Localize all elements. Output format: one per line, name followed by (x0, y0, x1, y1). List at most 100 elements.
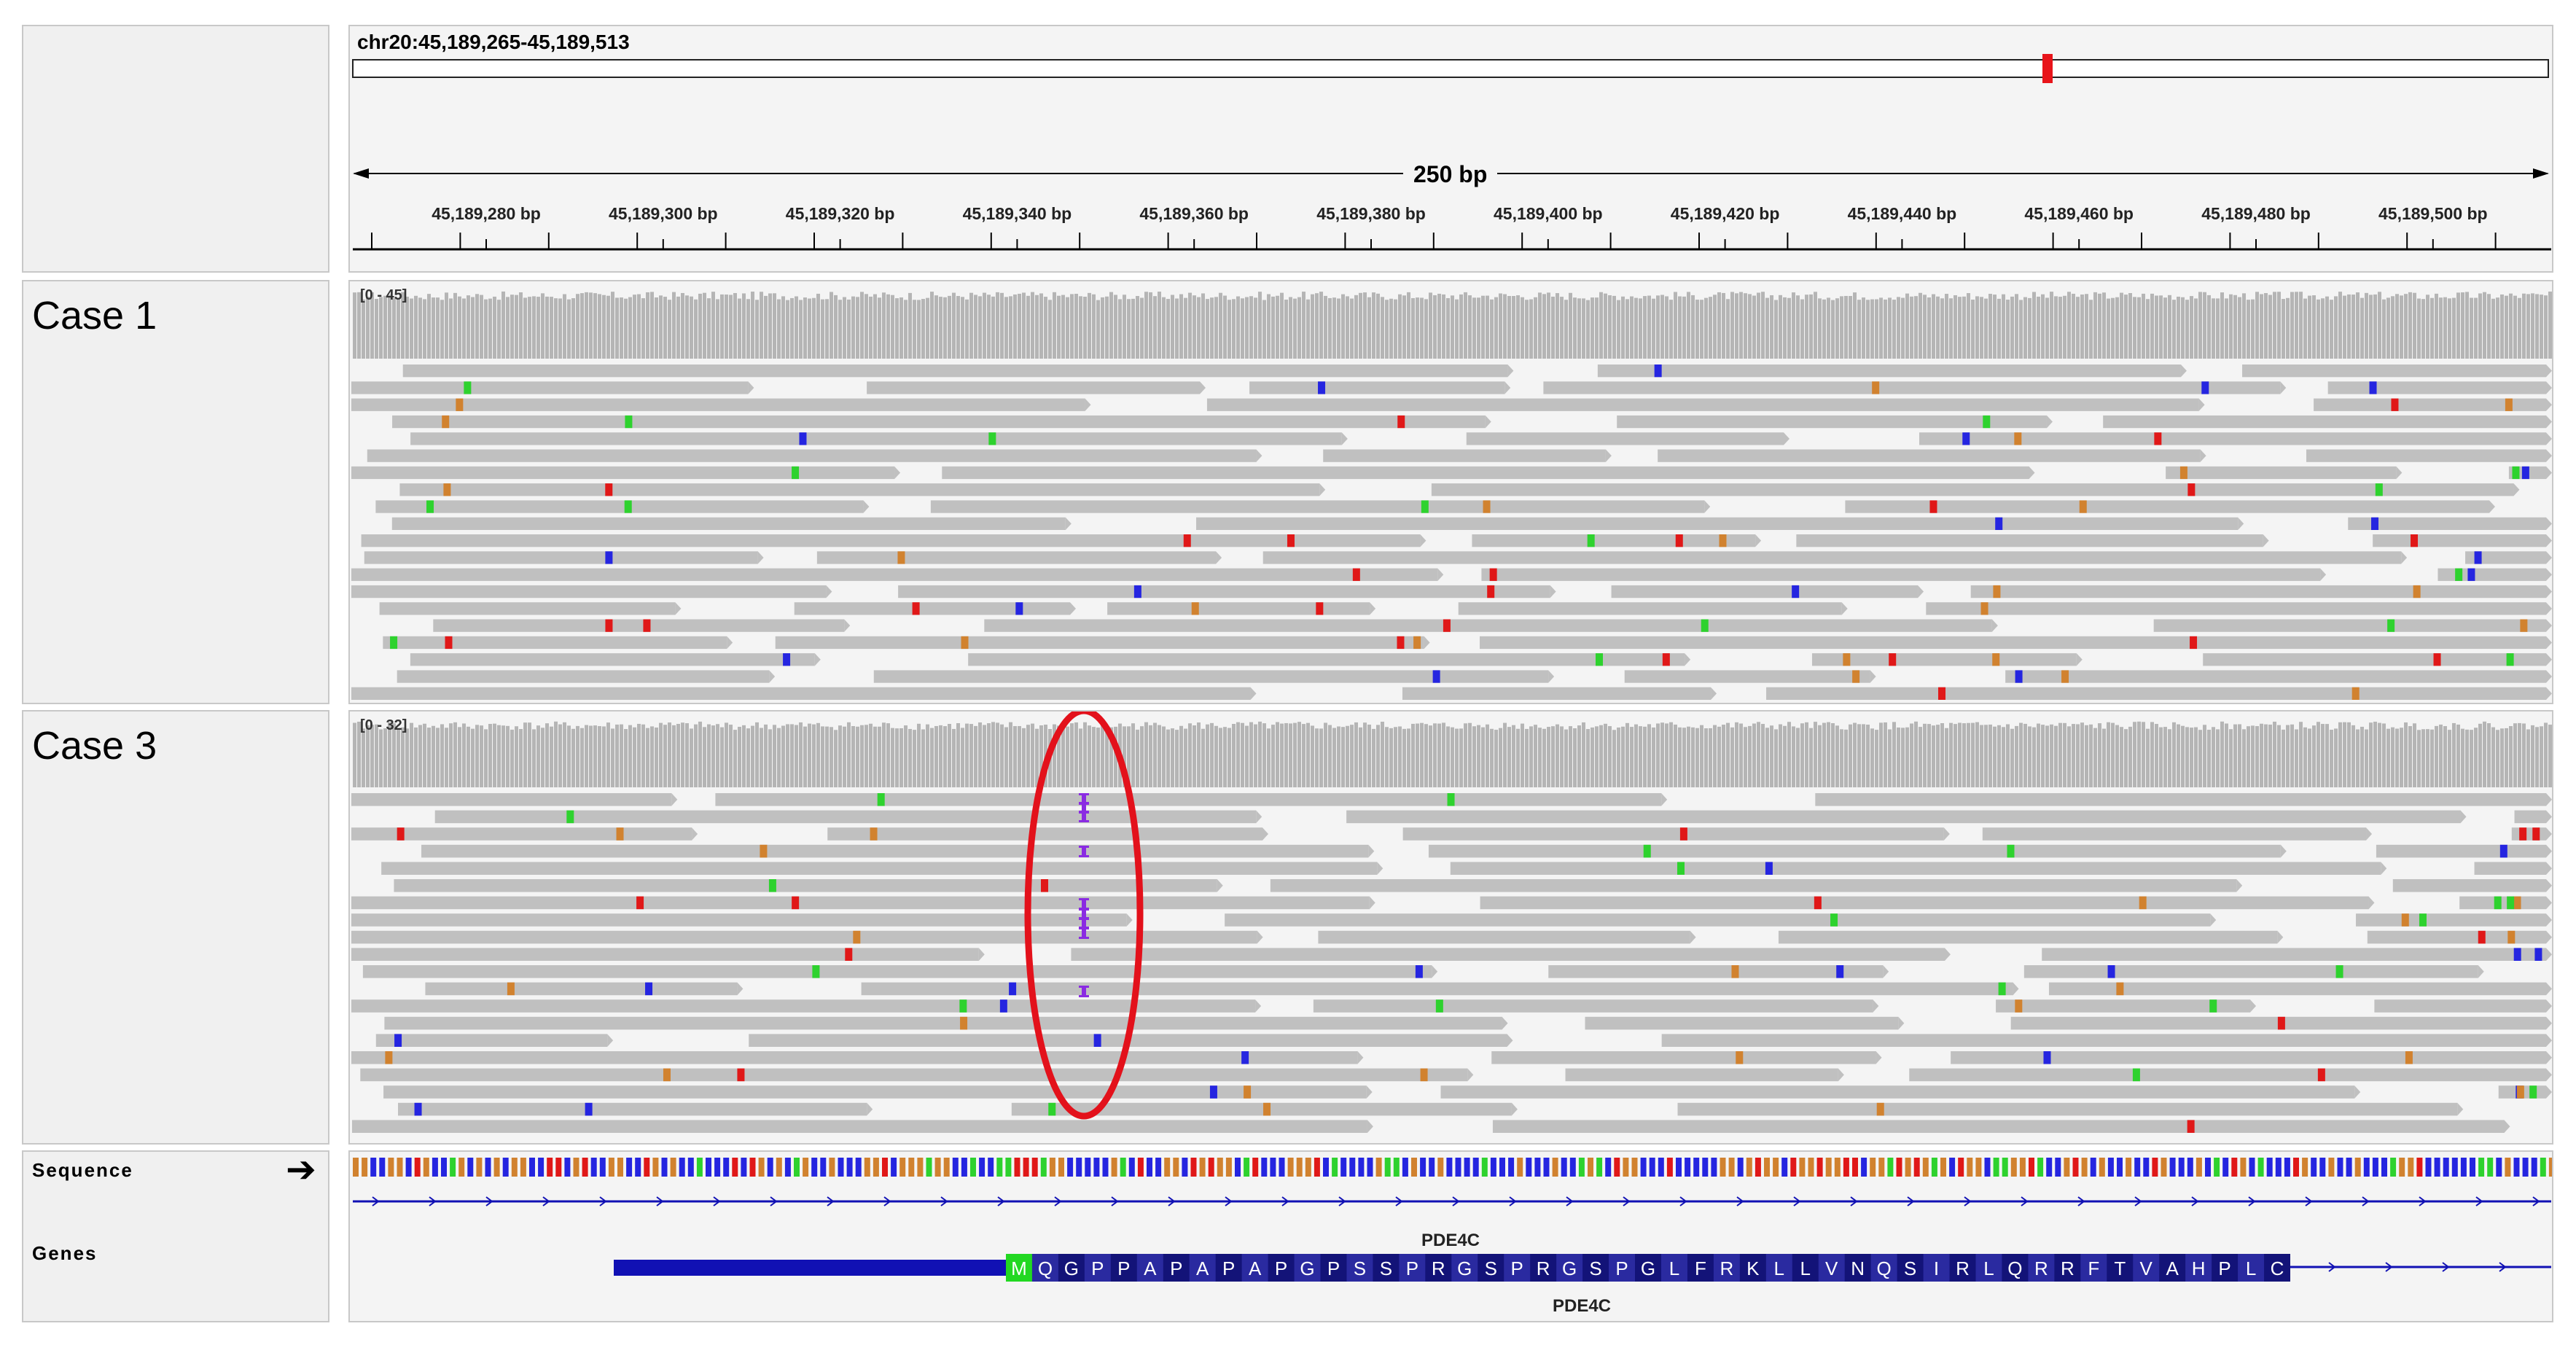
coverage-bar (729, 295, 733, 359)
annotation-name-panel[interactable]: Sequence ➔ Genes (22, 1150, 329, 1322)
coverage-bar (1289, 723, 1292, 787)
read-direction-tip (2546, 930, 2552, 944)
base-mismatch (2015, 999, 2023, 1013)
coverage-bar (799, 300, 803, 359)
coverage-bar (1875, 730, 1878, 787)
codon-shade (2028, 1254, 2055, 1282)
sequence-base (979, 1158, 985, 1177)
sequence-base (2470, 1158, 2475, 1177)
coverage-bar (2063, 722, 2066, 787)
coverage-bar (1534, 297, 1537, 359)
amino-acid: A (1196, 1258, 1209, 1279)
read-direction-tip (2368, 896, 2375, 910)
sequence-base (1702, 1158, 1709, 1177)
coverage-bar (1083, 722, 1087, 787)
coverage-bar (1127, 726, 1131, 787)
sequence-base (2266, 1158, 2273, 1177)
ruler-panel[interactable]: chr20:45,189,265-45,189,513 250 bp 45,18… (348, 25, 2553, 273)
sequence-base (1922, 1158, 1929, 1177)
aligned-read (1811, 653, 2077, 666)
read-direction-tip (1200, 381, 1206, 394)
aligned-read (1661, 1034, 2546, 1047)
coverage-bar (1083, 297, 1087, 359)
coverage-bar (2413, 292, 2416, 359)
coverage-bar (615, 724, 619, 787)
aligned-read (2306, 449, 2546, 462)
coverage-bar (2111, 297, 2115, 359)
sequence-base (829, 1158, 835, 1177)
alignment-track-case3[interactable]: [0 - 32] (348, 710, 2553, 1145)
read-direction-tip (2546, 793, 2552, 806)
amino-acid: F (2088, 1258, 2099, 1279)
coverage-bar (1424, 299, 1428, 359)
coverage-bar (585, 725, 588, 787)
coverage-bar (2216, 298, 2220, 359)
read-direction-tip (2210, 913, 2217, 927)
coverage-bar (1297, 722, 1301, 787)
coverage-bar (2513, 295, 2517, 359)
coverage-bar (1888, 729, 1892, 787)
read-direction-tip (2236, 879, 2243, 892)
ruler-tick-label: 45,189,360 bp (1139, 204, 1249, 223)
coverage-bar (1560, 726, 1564, 787)
read-direction-tip (675, 602, 682, 615)
coverage-bar (1429, 292, 1432, 359)
coverage-bar (1814, 722, 1817, 787)
coverage-bar (1179, 725, 1183, 787)
coverage-bar (1849, 296, 1852, 359)
base-mismatch (959, 999, 967, 1013)
alignment-track-case1[interactable]: [0 - 45] (348, 280, 2553, 704)
base-mismatch (2512, 466, 2520, 480)
coverage-bar (1131, 723, 1135, 787)
coverage-bar (497, 300, 501, 359)
amino-acid: T (2114, 1258, 2126, 1279)
sequence-base (590, 1158, 597, 1177)
coverage-bar (650, 292, 654, 359)
amino-acid: P (1327, 1258, 1340, 1279)
sequence-base (670, 1158, 676, 1177)
coverage-bar (401, 292, 405, 359)
base-mismatch (2494, 896, 2502, 910)
aligned-read (351, 827, 692, 841)
coverage-bar (2019, 722, 2023, 787)
sequence-base (2328, 1158, 2335, 1177)
base-mismatch (1596, 653, 1603, 666)
amino-acid: P (2218, 1258, 2230, 1279)
current-region-marker[interactable] (2042, 54, 2053, 83)
coverage-bar (886, 723, 890, 787)
coverage-bar (1280, 723, 1284, 787)
coverage-bar (2146, 299, 2150, 359)
chromosome-overview-bar[interactable] (352, 59, 2549, 78)
coverage-bar (1398, 726, 1402, 787)
coverage-bar (637, 294, 641, 359)
coverage-bar (1114, 726, 1117, 787)
coverage-bar (2386, 297, 2390, 359)
coverage-bar (1280, 292, 1284, 359)
coverage-bar (1744, 293, 1747, 359)
sequence-base (1225, 1158, 1232, 1177)
right-arrow-icon[interactable]: ➔ (286, 1149, 316, 1190)
track-name-panel-case1[interactable]: Case 1 (22, 280, 329, 704)
aligned-read (1548, 965, 1884, 978)
coverage-bar (2045, 725, 2049, 787)
coverage-bar (2063, 295, 2066, 359)
coverage-bar (1420, 722, 1424, 787)
insertion-marker (1082, 927, 1086, 939)
coverage-bar (672, 725, 676, 787)
coverage-bar (1595, 726, 1599, 787)
coverage-bar (733, 293, 737, 359)
coverage-bar (624, 298, 628, 359)
coverage-bar (1980, 297, 1983, 359)
coverage-bar (410, 722, 413, 787)
track-name-panel-case3[interactable]: Case 3 (22, 710, 329, 1145)
base-mismatch (426, 500, 434, 513)
read-direction-tip (2250, 999, 2257, 1013)
coverage-bar (685, 723, 689, 787)
coverage-bar (2120, 727, 2123, 787)
base-mismatch (1352, 568, 1360, 581)
read-direction-tip (1550, 585, 1556, 599)
base-mismatch (2369, 381, 2377, 394)
coverage-bar (668, 722, 671, 787)
